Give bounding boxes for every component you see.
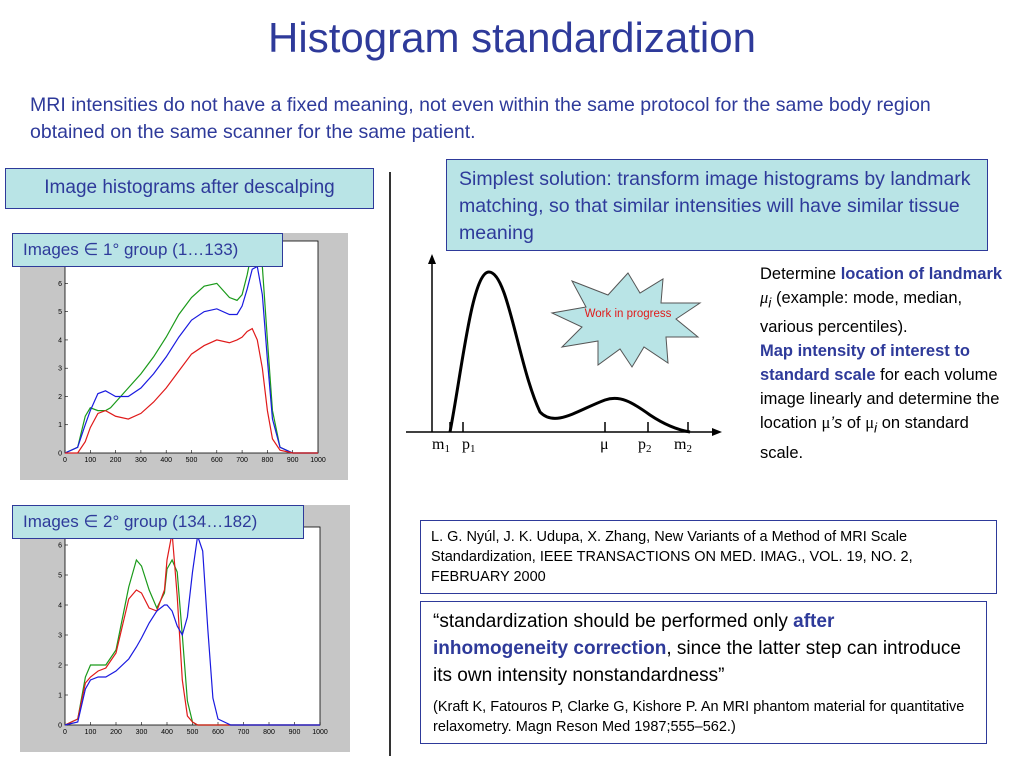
y-tick-label-6: 6 (58, 281, 62, 288)
y-tick-label-0: 0 (58, 723, 62, 730)
quote-citation: (Kraft K, Fatouros P, Clarke G, Kishore … (433, 699, 965, 735)
y-tick-label-1: 1 (58, 422, 62, 429)
desc-determine: Determine (760, 265, 841, 283)
y-tick-label-3: 3 (58, 366, 62, 373)
diagram-x-arrow (712, 428, 722, 436)
label-p2: p2 (638, 436, 652, 455)
label-mu: μ (600, 436, 609, 453)
x-tick-label-900: 900 (287, 457, 299, 464)
x-tick-label-100: 100 (85, 729, 97, 736)
x-tick-label-500: 500 (186, 457, 198, 464)
x-tick-label-700: 700 (236, 457, 248, 464)
group2-label: Images ∈ 2° group (134…182) (12, 505, 304, 539)
desc-each-volume: for each volume image linearly and deter… (760, 366, 1000, 433)
group1-label: Images ∈ 1° group (1…133) (12, 233, 283, 267)
x-tick-label-400: 400 (160, 457, 172, 464)
x-tick-label-800: 800 (263, 729, 275, 736)
desc-mu-subscript: i (768, 295, 772, 311)
landmark-description: Determine location of landmark μi (examp… (760, 262, 1010, 465)
intro-text: MRI intensities do not have a fixed mean… (30, 94, 931, 143)
y-tick-label-4: 4 (58, 603, 62, 610)
x-tick-label-1000: 1000 (310, 457, 326, 464)
label-m1: m1 (432, 436, 450, 455)
series-line-3 (64, 535, 320, 726)
page-title: Histogram standardization (268, 14, 756, 61)
landmark-diagram: m1 p1 μ p2 m2 (406, 254, 722, 455)
quote-part-a: “standardization should be performed onl… (433, 611, 794, 632)
x-tick-label-500: 500 (187, 729, 199, 736)
quote-highlight: after inhomogeneity correction (433, 611, 835, 659)
x-tick-label-200: 200 (110, 457, 122, 464)
x-tick-label-400: 400 (161, 729, 173, 736)
series-line-3 (65, 327, 318, 454)
quote-part-c: , since the latter step can introduce it… (433, 638, 961, 686)
x-tick-label-0: 0 (63, 457, 67, 464)
x-tick-label-800: 800 (262, 457, 274, 464)
desc-mu2-symbol: μ (821, 413, 831, 433)
work-in-progress-starburst: Work in progress (550, 272, 702, 368)
y-tick-label-4: 4 (58, 337, 62, 344)
quote-text: “standardization should be performed onl… (433, 608, 974, 689)
quote-box: “standardization should be performed onl… (420, 601, 987, 744)
desc-of: of (842, 414, 866, 433)
x-tick-label-900: 900 (289, 729, 301, 736)
histograms-label: Image histograms after descalping (5, 168, 374, 209)
desc-mu2-suffix: ’s (830, 414, 843, 433)
diagram-y-arrow (428, 254, 436, 264)
series-line-1 (64, 235, 318, 454)
x-tick-label-600: 600 (211, 457, 223, 464)
series-line-2 (64, 265, 318, 454)
x-tick-label-1000: 1000 (312, 729, 328, 736)
y-tick-label-1: 1 (58, 693, 62, 700)
desc-map-intensity: Map intensity of interest to standard sc… (760, 342, 970, 385)
y-tick-label-0: 0 (58, 451, 62, 458)
solution-box: Simplest solution: transform image histo… (446, 159, 988, 251)
y-tick-label-2: 2 (58, 663, 62, 670)
diagram-tick-marks (449, 422, 689, 432)
y-tick-label-3: 3 (58, 633, 62, 640)
desc-mu-symbol: μ (760, 288, 769, 307)
x-tick-label-300: 300 (135, 457, 147, 464)
starburst-label: Work in progress (585, 308, 672, 320)
starburst-shape (550, 272, 702, 368)
x-tick-label-300: 300 (136, 729, 148, 736)
label-p1: p1 (462, 436, 476, 455)
diagram-histogram-curve (448, 270, 691, 434)
y-tick-label-6: 6 (58, 543, 62, 550)
y-tick-label-2: 2 (58, 394, 62, 401)
y-tick-label-5: 5 (58, 573, 62, 580)
plot-area (64, 240, 319, 454)
desc-example: (example: mode, median, various percenti… (760, 289, 963, 337)
desc-location-of-landmark: location of landmark (840, 265, 1003, 283)
label-m2: m2 (674, 436, 692, 455)
desc-mu3-subscript: i (874, 420, 878, 436)
histogram-plot-1: 0100200300400500600700800900100001234567 (58, 235, 326, 464)
y-tick-label-5: 5 (58, 309, 62, 316)
x-tick-label-200: 200 (110, 729, 122, 736)
desc-mu3-symbol: μ (865, 413, 875, 433)
x-tick-label-0: 0 (63, 729, 67, 736)
plot-area (64, 526, 321, 726)
histogram-plot-2: 0 100 200 300 400 500 600 700 800 900 1000 0 1 2 3 4 5 6 (58, 526, 328, 736)
x-tick-label-700: 700 (238, 729, 250, 736)
x-tick-label-100: 100 (84, 457, 96, 464)
desc-standard-scale: on standard scale. (760, 414, 969, 462)
x-tick-label-600: 600 (212, 729, 224, 736)
vertical-divider (389, 172, 391, 756)
reference-box: L. G. Nyúl, J. K. Udupa, X. Zhang, New V… (420, 520, 997, 594)
